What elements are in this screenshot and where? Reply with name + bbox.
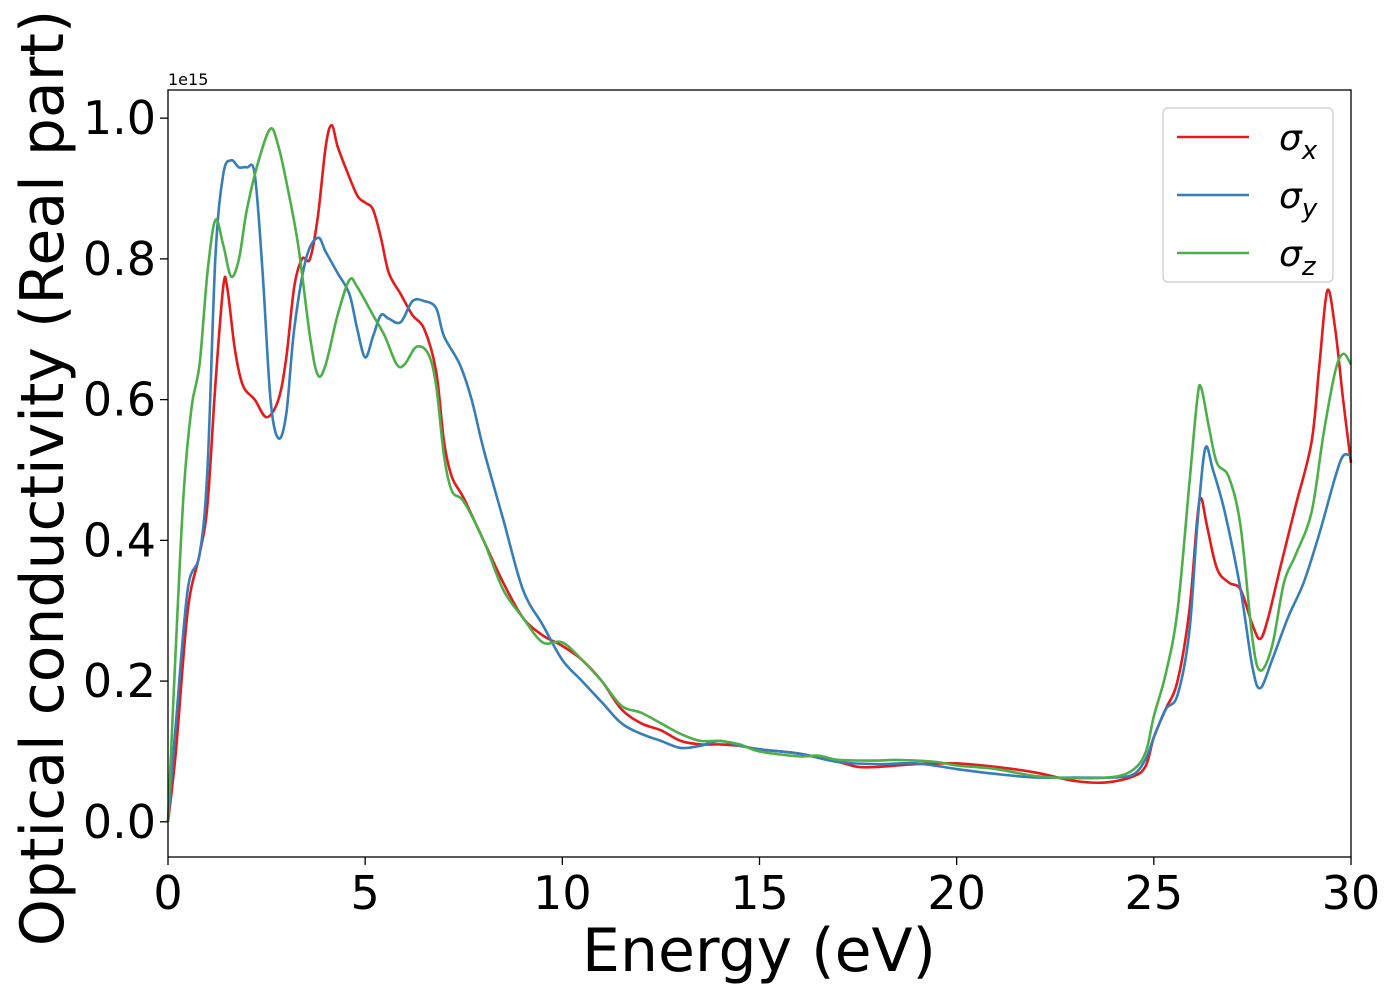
x-tick-label: 20 xyxy=(927,866,986,920)
y-tick-label: 0.4 xyxy=(83,513,156,567)
x-tick-label: 15 xyxy=(730,866,789,920)
y-offset-text: 1e15 xyxy=(168,70,208,89)
y-tick-label: 0.2 xyxy=(83,654,156,708)
y-tick-label: 0.8 xyxy=(83,232,156,286)
legend-label-z: σz xyxy=(1279,234,1317,282)
series-line-z xyxy=(166,127,1353,822)
y-tick-label: 0.0 xyxy=(83,795,156,849)
y-tick-label: 1.0 xyxy=(83,91,156,145)
legend-label-x: σx xyxy=(1279,118,1318,166)
x-tick-label: 10 xyxy=(533,866,592,920)
y-axis: 0.0 0.2 0.4 0.6 0.8 1.0 xyxy=(83,91,168,849)
legend-label-y: σy xyxy=(1279,176,1318,224)
series-layer xyxy=(166,123,1353,822)
x-tick-label: 30 xyxy=(1322,866,1381,920)
legend: σx σy σz xyxy=(1162,107,1334,283)
x-axis-label: Energy (eV) xyxy=(582,916,936,986)
x-tick-label: 25 xyxy=(1125,866,1184,920)
x-axis: 0 5 10 15 20 25 30 xyxy=(153,857,1380,920)
x-tick-label: 0 xyxy=(153,866,182,920)
y-axis-label: Optical conductivity (Real part) xyxy=(8,10,78,947)
series-line-y xyxy=(166,158,1352,822)
y-tick-label: 0.6 xyxy=(83,373,156,427)
plot-background xyxy=(168,90,1351,857)
x-tick-label: 5 xyxy=(351,866,380,920)
